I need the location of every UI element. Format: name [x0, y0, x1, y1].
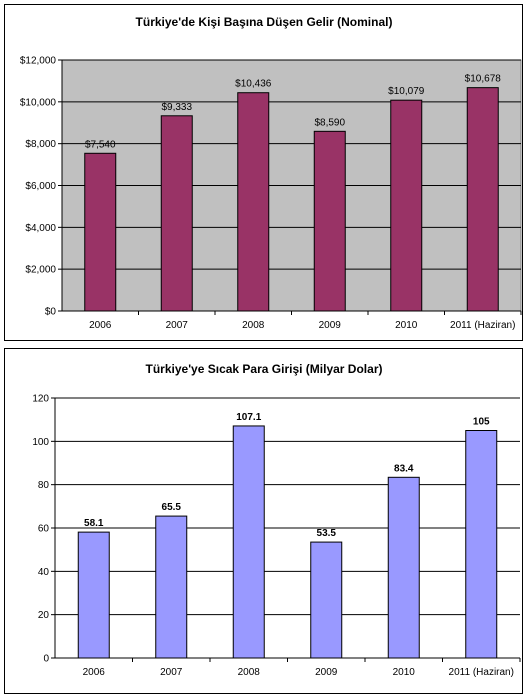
hot-money-chart-panel: Türkiye'ye Sıcak Para Girişi (Milyar Dol… — [4, 348, 523, 694]
data-label: 107.1 — [236, 412, 261, 423]
y-tick-label: 0 — [43, 654, 49, 665]
x-tick-label: 2011 (Haziran) — [450, 320, 515, 331]
bar — [160, 115, 193, 312]
bar — [155, 515, 188, 659]
x-tick-label: 2007 — [160, 667, 183, 678]
income-chart: Türkiye'de Kişi Başına Düşen Gelir (Nomi… — [20, 15, 522, 331]
data-label: $10,678 — [465, 74, 502, 85]
bar — [310, 541, 343, 659]
y-tick-label: $12,000 — [20, 56, 57, 67]
bar — [232, 425, 265, 659]
bar — [77, 531, 110, 659]
y-tick-label: $0 — [45, 307, 57, 318]
data-label: 53.5 — [317, 528, 337, 539]
bar — [465, 430, 498, 659]
chart-title: Türkiye'ye Sıcak Para Girişi (Milyar Dol… — [146, 362, 383, 376]
y-tick-label: 60 — [38, 524, 50, 535]
x-tick-label: 2009 — [319, 320, 342, 331]
data-label: $9,333 — [161, 102, 192, 113]
x-tick-label: 2006 — [83, 667, 106, 678]
y-tick-label: $6,000 — [25, 181, 56, 192]
data-label: $10,436 — [235, 79, 272, 90]
x-tick-label: 2009 — [315, 667, 338, 678]
bar — [387, 476, 420, 659]
x-tick-label: 2010 — [395, 320, 418, 331]
x-tick-label: 2008 — [238, 667, 261, 678]
bar — [237, 92, 270, 312]
income-chart-panel: Türkiye'de Kişi Başına Düşen Gelir (Nomi… — [4, 4, 523, 341]
bar — [466, 87, 499, 312]
bar — [390, 99, 423, 312]
x-tick-label: 2008 — [242, 320, 265, 331]
x-tick-label: 2006 — [89, 320, 112, 331]
x-tick-label: 2007 — [166, 320, 189, 331]
data-label: $7,540 — [85, 139, 116, 150]
data-label: 58.1 — [84, 518, 104, 529]
bar — [84, 152, 117, 312]
x-tick-label: 2011 (Haziran) — [449, 667, 514, 678]
bar — [313, 130, 346, 312]
y-tick-label: $4,000 — [25, 223, 56, 234]
y-tick-label: $8,000 — [25, 139, 56, 150]
data-label: $10,079 — [388, 86, 425, 97]
y-tick-label: 80 — [38, 480, 50, 491]
data-label: 65.5 — [162, 502, 182, 513]
y-tick-label: 120 — [32, 394, 49, 405]
y-tick-label: 40 — [38, 567, 50, 578]
hot-money-chart: Türkiye'ye Sıcak Para Girişi (Milyar Dol… — [32, 362, 521, 678]
y-tick-label: 20 — [38, 610, 50, 621]
data-label: 105 — [473, 417, 490, 428]
y-tick-label: $10,000 — [20, 97, 57, 108]
x-tick-label: 2010 — [393, 667, 416, 678]
y-tick-label: 100 — [32, 437, 49, 448]
data-label: 83.4 — [394, 463, 414, 474]
y-tick-label: $2,000 — [25, 265, 56, 276]
chart-title: Türkiye'de Kişi Başına Düşen Gelir (Nomi… — [136, 15, 393, 29]
data-label: $8,590 — [314, 117, 345, 128]
